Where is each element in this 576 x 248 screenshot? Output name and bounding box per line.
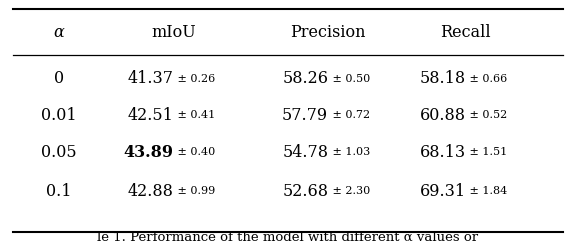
Text: ± 1.84: ± 1.84 bbox=[467, 186, 507, 196]
Text: ± 0.40: ± 0.40 bbox=[174, 147, 215, 157]
Text: 69.31: 69.31 bbox=[419, 183, 466, 200]
Text: ± 0.50: ± 0.50 bbox=[329, 74, 370, 84]
Text: 0.05: 0.05 bbox=[41, 144, 77, 161]
Text: 0.1: 0.1 bbox=[46, 183, 71, 200]
Text: 58.18: 58.18 bbox=[419, 70, 466, 87]
Text: mIoU: mIoU bbox=[151, 24, 196, 40]
Text: 57.79: 57.79 bbox=[282, 107, 328, 124]
Text: ± 0.52: ± 0.52 bbox=[467, 110, 507, 121]
Text: ± 2.30: ± 2.30 bbox=[329, 186, 370, 196]
Text: ± 0.26: ± 0.26 bbox=[174, 74, 215, 84]
Text: 60.88: 60.88 bbox=[420, 107, 466, 124]
Text: 42.88: 42.88 bbox=[127, 183, 173, 200]
Text: ± 1.51: ± 1.51 bbox=[467, 147, 507, 157]
Text: ± 0.41: ± 0.41 bbox=[174, 110, 215, 121]
Text: 0.01: 0.01 bbox=[41, 107, 77, 124]
Text: ± 0.66: ± 0.66 bbox=[467, 74, 507, 84]
Text: ± 0.99: ± 0.99 bbox=[174, 186, 215, 196]
Text: 41.37: 41.37 bbox=[127, 70, 173, 87]
Text: 43.89: 43.89 bbox=[123, 144, 173, 161]
Text: 68.13: 68.13 bbox=[419, 144, 466, 161]
Text: α: α bbox=[54, 24, 64, 40]
Text: 0: 0 bbox=[54, 70, 64, 87]
Text: le 1. Performance of the model with different α values or: le 1. Performance of the model with diff… bbox=[97, 231, 479, 244]
Text: Precision: Precision bbox=[290, 24, 366, 40]
Text: 42.51: 42.51 bbox=[127, 107, 173, 124]
Text: ± 1.03: ± 1.03 bbox=[329, 147, 370, 157]
Text: Recall: Recall bbox=[441, 24, 491, 40]
Text: 58.26: 58.26 bbox=[282, 70, 328, 87]
Text: ± 0.72: ± 0.72 bbox=[329, 110, 370, 121]
Text: 54.78: 54.78 bbox=[282, 144, 328, 161]
Text: 52.68: 52.68 bbox=[282, 183, 328, 200]
